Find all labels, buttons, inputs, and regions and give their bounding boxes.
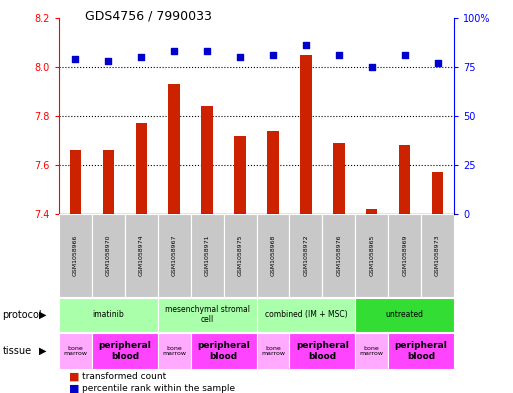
Point <box>203 48 211 54</box>
Bar <box>300 55 311 214</box>
Text: GSM1058970: GSM1058970 <box>106 235 111 276</box>
Point <box>433 60 442 66</box>
Text: peripheral
blood: peripheral blood <box>197 341 250 361</box>
Text: ▶: ▶ <box>39 310 47 320</box>
Text: peripheral
blood: peripheral blood <box>296 341 349 361</box>
Text: bone
marrow: bone marrow <box>64 345 87 356</box>
Bar <box>191 214 224 297</box>
Bar <box>256 214 289 297</box>
Bar <box>158 298 256 332</box>
Text: GSM1058965: GSM1058965 <box>369 235 374 276</box>
Text: GSM1058976: GSM1058976 <box>337 235 341 276</box>
Text: ▶: ▶ <box>39 346 47 356</box>
Bar <box>256 333 289 369</box>
Text: imatinib: imatinib <box>92 310 124 319</box>
Point <box>269 52 277 58</box>
Bar <box>92 333 158 369</box>
Point <box>71 56 80 62</box>
Text: bone
marrow: bone marrow <box>162 345 186 356</box>
Text: transformed count: transformed count <box>82 372 166 381</box>
Point <box>236 54 244 60</box>
Text: percentile rank within the sample: percentile rank within the sample <box>82 384 235 393</box>
Bar <box>432 173 443 214</box>
Bar <box>158 214 191 297</box>
Text: GSM1058969: GSM1058969 <box>402 235 407 276</box>
Bar <box>366 209 378 214</box>
Bar <box>202 106 213 214</box>
Bar <box>355 298 454 332</box>
Text: bone
marrow: bone marrow <box>360 345 384 356</box>
Text: tissue: tissue <box>3 346 32 356</box>
Text: GDS4756 / 7990033: GDS4756 / 7990033 <box>85 10 211 23</box>
Bar <box>421 214 454 297</box>
Bar <box>59 298 158 332</box>
Bar <box>388 214 421 297</box>
Text: GSM1058972: GSM1058972 <box>303 235 308 276</box>
Text: protocol: protocol <box>3 310 42 320</box>
Bar <box>59 333 92 369</box>
Bar <box>388 333 454 369</box>
Text: GSM1058968: GSM1058968 <box>270 235 275 276</box>
Bar <box>70 151 81 214</box>
Bar <box>322 214 355 297</box>
Text: ■: ■ <box>69 371 80 382</box>
Text: GSM1058967: GSM1058967 <box>172 235 176 276</box>
Bar <box>355 333 388 369</box>
Text: peripheral
blood: peripheral blood <box>98 341 151 361</box>
Bar <box>399 145 410 214</box>
Point <box>137 54 145 60</box>
Point <box>302 42 310 48</box>
Text: mesenchymal stromal
cell: mesenchymal stromal cell <box>165 305 250 325</box>
Bar <box>224 214 256 297</box>
Text: peripheral
blood: peripheral blood <box>394 341 447 361</box>
Bar <box>289 214 322 297</box>
Bar <box>103 151 114 214</box>
Bar <box>256 298 355 332</box>
Point <box>368 64 376 70</box>
Text: GSM1058966: GSM1058966 <box>73 235 78 276</box>
Point <box>334 52 343 58</box>
Bar <box>135 123 147 214</box>
Text: ■: ■ <box>69 383 80 393</box>
Bar <box>333 143 345 214</box>
Text: GSM1058975: GSM1058975 <box>238 235 243 276</box>
Point <box>170 48 179 54</box>
Point <box>104 58 112 64</box>
Bar <box>191 333 256 369</box>
Bar <box>59 214 92 297</box>
Bar <box>158 333 191 369</box>
Text: bone
marrow: bone marrow <box>261 345 285 356</box>
Text: GSM1058971: GSM1058971 <box>205 235 210 276</box>
Bar <box>355 214 388 297</box>
Bar <box>289 333 355 369</box>
Text: GSM1058974: GSM1058974 <box>139 235 144 276</box>
Text: GSM1058973: GSM1058973 <box>435 235 440 276</box>
Bar <box>168 84 180 214</box>
Bar <box>125 214 158 297</box>
Bar <box>234 136 246 214</box>
Text: untreated: untreated <box>386 310 424 319</box>
Text: combined (IM + MSC): combined (IM + MSC) <box>265 310 347 319</box>
Bar <box>267 130 279 214</box>
Point <box>401 52 409 58</box>
Bar <box>92 214 125 297</box>
